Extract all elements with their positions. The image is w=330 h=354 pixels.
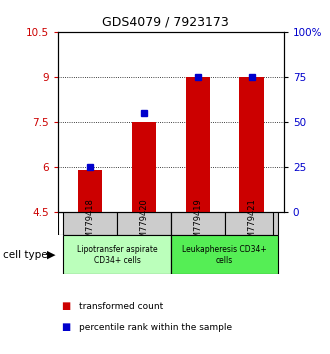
Text: Lipotransfer aspirate
CD34+ cells: Lipotransfer aspirate CD34+ cells — [77, 245, 157, 264]
Bar — [132, 122, 156, 212]
Text: GDS4079 / 7923173: GDS4079 / 7923173 — [102, 16, 228, 29]
Text: GSM779419: GSM779419 — [193, 199, 202, 249]
Text: ■: ■ — [61, 301, 70, 311]
Bar — [78, 170, 102, 212]
Text: transformed count: transformed count — [79, 302, 163, 311]
Text: GSM779421: GSM779421 — [247, 199, 256, 249]
Text: GSM779420: GSM779420 — [139, 199, 148, 249]
Bar — [117, 212, 171, 235]
Text: ▶: ▶ — [47, 250, 55, 260]
Text: percentile rank within the sample: percentile rank within the sample — [79, 323, 232, 332]
Bar — [171, 235, 279, 274]
Bar — [239, 77, 264, 212]
Bar — [185, 77, 210, 212]
Text: GSM779418: GSM779418 — [85, 199, 94, 249]
Bar — [63, 212, 117, 235]
Text: cell type: cell type — [3, 250, 48, 260]
Text: ■: ■ — [61, 322, 70, 332]
Text: Leukapheresis CD34+
cells: Leukapheresis CD34+ cells — [182, 245, 267, 264]
Bar — [63, 235, 171, 274]
Bar — [171, 212, 225, 235]
Bar — [225, 212, 279, 235]
